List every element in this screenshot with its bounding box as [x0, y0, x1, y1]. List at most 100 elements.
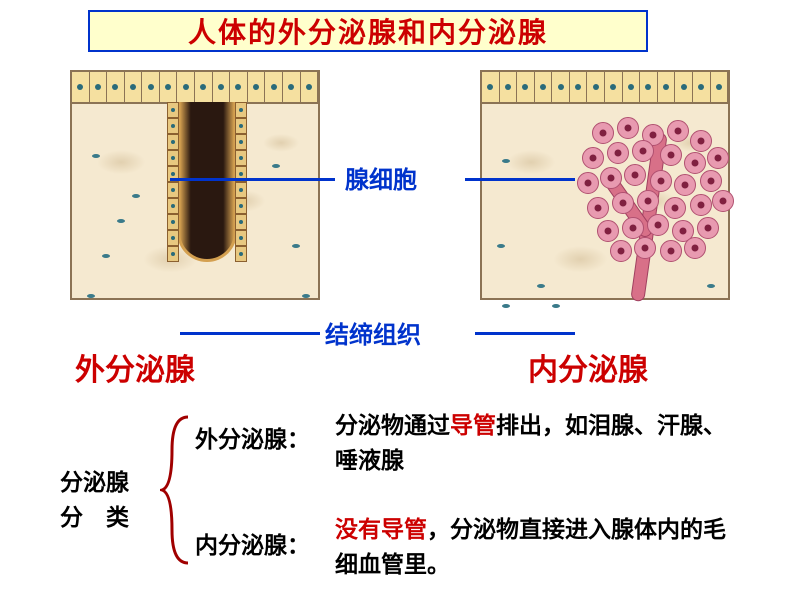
- brace-icon: [160, 415, 190, 565]
- endocrine-cell-cluster: [572, 112, 732, 262]
- epithelial-cell: [177, 72, 195, 102]
- duct-lining-cells-right: [235, 102, 247, 262]
- fibrocyte: [502, 304, 510, 308]
- fibrocyte: [552, 304, 560, 308]
- gland-cell: [712, 190, 734, 212]
- epithelial-cell: [72, 72, 90, 102]
- gland-cell: [684, 237, 706, 259]
- duct-cell: [235, 246, 247, 262]
- epithelial-cell: [623, 72, 641, 102]
- endocrine-tissue-block: [480, 70, 730, 300]
- fibrocyte: [292, 244, 300, 248]
- epithelial-cell: [658, 72, 676, 102]
- duct-cell: [167, 246, 179, 262]
- fibrocyte: [132, 194, 140, 198]
- connective-tissue-label: 结缔组织: [325, 315, 421, 350]
- epithelial-cell: [90, 72, 108, 102]
- gland-cell: [700, 170, 722, 192]
- fibrocyte: [537, 284, 545, 288]
- gland-cell: [587, 197, 609, 219]
- duct-cell: [235, 214, 247, 230]
- epithelial-cell: [675, 72, 693, 102]
- exocrine-name: 外分泌腺：: [195, 422, 310, 457]
- endocrine-description: 没有导管，分泌物直接进入腺体内的毛细血管里。: [335, 512, 735, 581]
- epithelial-cell: [517, 72, 535, 102]
- duct-cell: [167, 198, 179, 214]
- gland-cell: [634, 237, 656, 259]
- duct-cell: [167, 118, 179, 134]
- gland-cell: [707, 147, 729, 169]
- fibrocyte: [707, 284, 715, 288]
- epithelial-cell: [640, 72, 658, 102]
- gland-cell: [582, 147, 604, 169]
- epithelial-cell: [142, 72, 160, 102]
- root-line1: 分泌腺: [60, 465, 129, 500]
- classification-section: 分泌腺 分 类 外分泌腺： 内分泌腺： 分泌物通过导管排出，如泪腺、汗腺、唾液腺…: [60, 410, 760, 585]
- duct-lining-cells-left: [167, 102, 179, 262]
- gland-cell: [592, 122, 614, 144]
- epithelial-cell: [552, 72, 570, 102]
- epithelium-right: [482, 72, 728, 104]
- gland-cell: [637, 190, 659, 212]
- gland-cell: [597, 220, 619, 242]
- duct-cell: [235, 134, 247, 150]
- duct-cell: [235, 102, 247, 118]
- gland-cell: [624, 164, 646, 186]
- exo-desc-pre: 分泌物通过: [335, 412, 450, 438]
- epithelial-cell: [570, 72, 588, 102]
- epithelial-cell: [535, 72, 553, 102]
- epithelial-cell: [230, 72, 248, 102]
- duct-cell: [167, 102, 179, 118]
- gland-cell: [667, 120, 689, 142]
- duct-cell: [235, 230, 247, 246]
- epithelium-left: [72, 72, 318, 104]
- epithelial-cell: [605, 72, 623, 102]
- epithelial-cell: [500, 72, 518, 102]
- fibrocyte: [497, 244, 505, 248]
- fibrocyte: [502, 159, 510, 163]
- gland-cell: [610, 240, 632, 262]
- gland-cell: [690, 194, 712, 216]
- exocrine-gland-label: 外分泌腺: [75, 345, 195, 389]
- fibrocyte: [87, 294, 95, 298]
- gland-cell: [650, 170, 672, 192]
- epithelial-cell: [482, 72, 500, 102]
- duct-cell: [167, 230, 179, 246]
- title-box: 人体的外分泌腺和内分泌腺: [88, 10, 648, 52]
- page-title: 人体的外分泌腺和内分泌腺: [188, 11, 548, 51]
- gland-cell: [607, 142, 629, 164]
- gland-cell: [697, 217, 719, 239]
- exo-desc-key: 导管: [450, 412, 496, 438]
- label-line: [475, 332, 575, 335]
- duct-cell: [235, 182, 247, 198]
- endo-desc-key: 没有导管: [335, 516, 427, 542]
- gland-cell: [660, 144, 682, 166]
- fibrocyte: [302, 294, 310, 298]
- fibrocyte: [102, 254, 110, 258]
- epithelial-cell: [160, 72, 178, 102]
- epithelial-cell: [125, 72, 143, 102]
- gland-cell: [674, 174, 696, 196]
- epithelial-cell: [265, 72, 283, 102]
- gland-cell: [660, 240, 682, 262]
- gland-cell: [684, 152, 706, 174]
- duct-cell: [235, 118, 247, 134]
- gland-cell: [617, 117, 639, 139]
- classification-root: 分泌腺 分 类: [60, 465, 129, 534]
- duct-cell: [235, 150, 247, 166]
- gland-cell: [690, 130, 712, 152]
- epithelial-cell: [301, 72, 319, 102]
- epithelial-cell: [248, 72, 266, 102]
- endocrine-name: 内分泌腺：: [195, 528, 310, 563]
- label-line: [465, 178, 575, 181]
- gland-cell: [647, 214, 669, 236]
- gland-cell: [600, 167, 622, 189]
- endocrine-gland-label: 内分泌腺: [528, 345, 648, 389]
- epithelial-cell: [693, 72, 711, 102]
- duct-cell: [167, 182, 179, 198]
- gland-cell: [612, 192, 634, 214]
- exocrine-description: 分泌物通过导管排出，如泪腺、汗腺、唾液腺: [335, 408, 735, 477]
- diagram-area: 腺细胞 结缔组织: [0, 60, 800, 340]
- duct-cell: [167, 214, 179, 230]
- gland-cell: [577, 172, 599, 194]
